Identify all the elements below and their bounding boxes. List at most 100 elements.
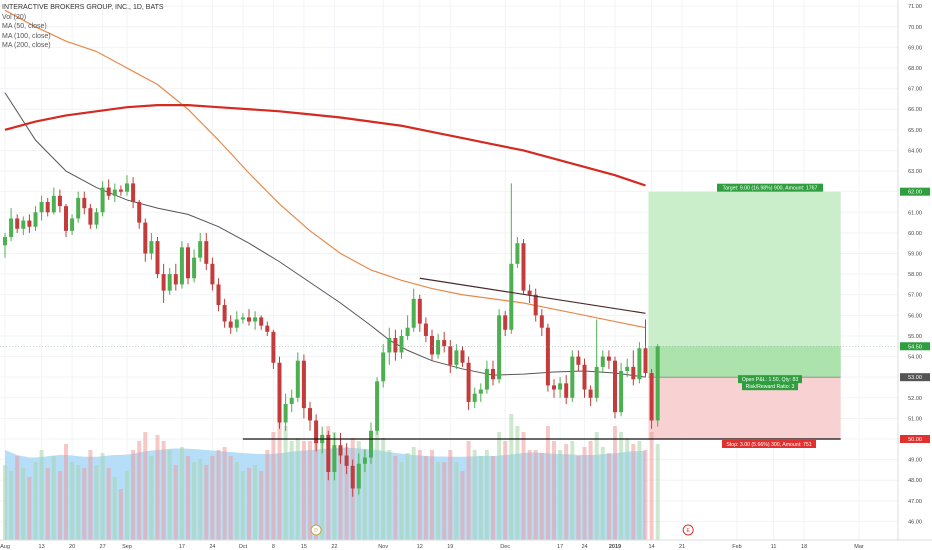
candle-body bbox=[515, 243, 520, 264]
candle bbox=[625, 358, 630, 378]
candle bbox=[576, 350, 581, 371]
candle-body bbox=[332, 445, 337, 472]
volume-bar bbox=[216, 450, 221, 540]
candle-body bbox=[521, 243, 526, 291]
volume-bar bbox=[3, 465, 7, 540]
candle-body bbox=[234, 319, 239, 328]
price-tick-label: 48.00 bbox=[908, 478, 922, 484]
study-ma50: MA (50, close) bbox=[2, 23, 47, 31]
candle bbox=[369, 422, 373, 464]
volume-bar bbox=[112, 477, 117, 540]
volume-bar bbox=[143, 432, 148, 540]
candle bbox=[503, 311, 508, 336]
volume-bar bbox=[558, 450, 563, 540]
volume-bar bbox=[82, 468, 87, 540]
volume-bar bbox=[460, 471, 465, 540]
candle bbox=[45, 197, 50, 217]
candle bbox=[240, 313, 245, 324]
volume-bar bbox=[33, 462, 38, 540]
price-badge: 54.50 bbox=[900, 342, 930, 351]
rr-label-bg bbox=[742, 382, 798, 391]
price-tick-label: 60.00 bbox=[908, 231, 922, 237]
volume-bar bbox=[314, 429, 319, 540]
candle bbox=[94, 208, 99, 229]
candle bbox=[198, 232, 203, 262]
candle bbox=[545, 323, 550, 392]
ma50-line bbox=[4, 92, 646, 378]
candle bbox=[161, 263, 166, 303]
time-tick-label: 2019 bbox=[609, 544, 621, 550]
volume-bar bbox=[417, 450, 422, 540]
volume-bar bbox=[442, 462, 447, 540]
volume-bar bbox=[613, 426, 617, 540]
volume-bar bbox=[253, 465, 258, 540]
time-tick-label: 17 bbox=[557, 544, 563, 550]
volume-bar bbox=[564, 444, 569, 540]
candle bbox=[521, 239, 526, 295]
candle bbox=[301, 354, 306, 419]
candle bbox=[619, 362, 624, 417]
volume-bar bbox=[600, 447, 605, 540]
volume-bar bbox=[509, 414, 514, 540]
time-tick-label: Feb bbox=[732, 544, 741, 550]
price-badge-text: 53.00 bbox=[908, 375, 922, 381]
candle-body bbox=[15, 218, 20, 229]
study-ma200: MA (200, close) bbox=[2, 42, 51, 50]
candle bbox=[88, 204, 93, 229]
price-badge-bg bbox=[900, 342, 930, 351]
candle-body bbox=[588, 389, 593, 398]
volume-bar bbox=[430, 450, 434, 540]
volume-bar bbox=[539, 453, 544, 540]
time-tick-label: 24 bbox=[209, 544, 215, 550]
price-badge-text: 62.00 bbox=[908, 190, 922, 196]
candle bbox=[423, 317, 428, 343]
volume-bar bbox=[545, 426, 550, 540]
candle-body bbox=[582, 364, 587, 390]
price-badge: 62.00 bbox=[900, 187, 930, 196]
candle bbox=[350, 459, 355, 497]
volume-bar bbox=[155, 435, 160, 540]
time-tick-label: 11 bbox=[771, 544, 777, 550]
volume-bar bbox=[332, 432, 337, 540]
time-tick-label: 17 bbox=[179, 544, 185, 550]
candle bbox=[600, 350, 605, 374]
volume-bar bbox=[308, 441, 312, 540]
candle-body bbox=[466, 362, 471, 402]
price-tick-label: 71.00 bbox=[908, 4, 922, 10]
candle-body bbox=[3, 237, 7, 246]
candle-body bbox=[39, 201, 44, 213]
candle-body bbox=[301, 360, 306, 409]
study-ma100: MA (100, close) bbox=[2, 32, 51, 40]
volume-bar bbox=[295, 438, 300, 540]
candle-body bbox=[198, 241, 203, 258]
candle bbox=[362, 449, 367, 472]
candle-body bbox=[289, 397, 294, 404]
candle-body bbox=[57, 195, 62, 207]
stop-label-text: Stop: 3.00 (5.66%) 300, Amount: 751 bbox=[726, 442, 811, 448]
time-tick-label: 8 bbox=[272, 544, 275, 550]
candle-body bbox=[558, 383, 563, 390]
candle-body bbox=[417, 298, 422, 324]
volume-bar bbox=[594, 432, 599, 540]
candle-body bbox=[606, 356, 611, 361]
event-marker-circle bbox=[310, 524, 322, 536]
candle-body bbox=[27, 220, 32, 227]
event-marker-circle bbox=[682, 524, 694, 536]
price-badge-text: 50.00 bbox=[908, 437, 922, 443]
candle bbox=[247, 309, 251, 326]
price-badge: 53.00 bbox=[900, 373, 930, 382]
candle-body bbox=[393, 338, 398, 353]
candle bbox=[637, 342, 642, 384]
candle-body bbox=[143, 222, 148, 254]
candle-body bbox=[344, 455, 349, 466]
volume-bar bbox=[259, 471, 264, 540]
candle bbox=[558, 377, 563, 398]
candle bbox=[655, 344, 660, 427]
price-tick-label: 55.00 bbox=[908, 334, 922, 340]
time-tick-label: Sep bbox=[122, 544, 132, 550]
candle bbox=[27, 214, 32, 233]
volume-bar bbox=[521, 432, 526, 540]
volume-bar bbox=[39, 450, 44, 540]
candle-body bbox=[381, 352, 386, 382]
